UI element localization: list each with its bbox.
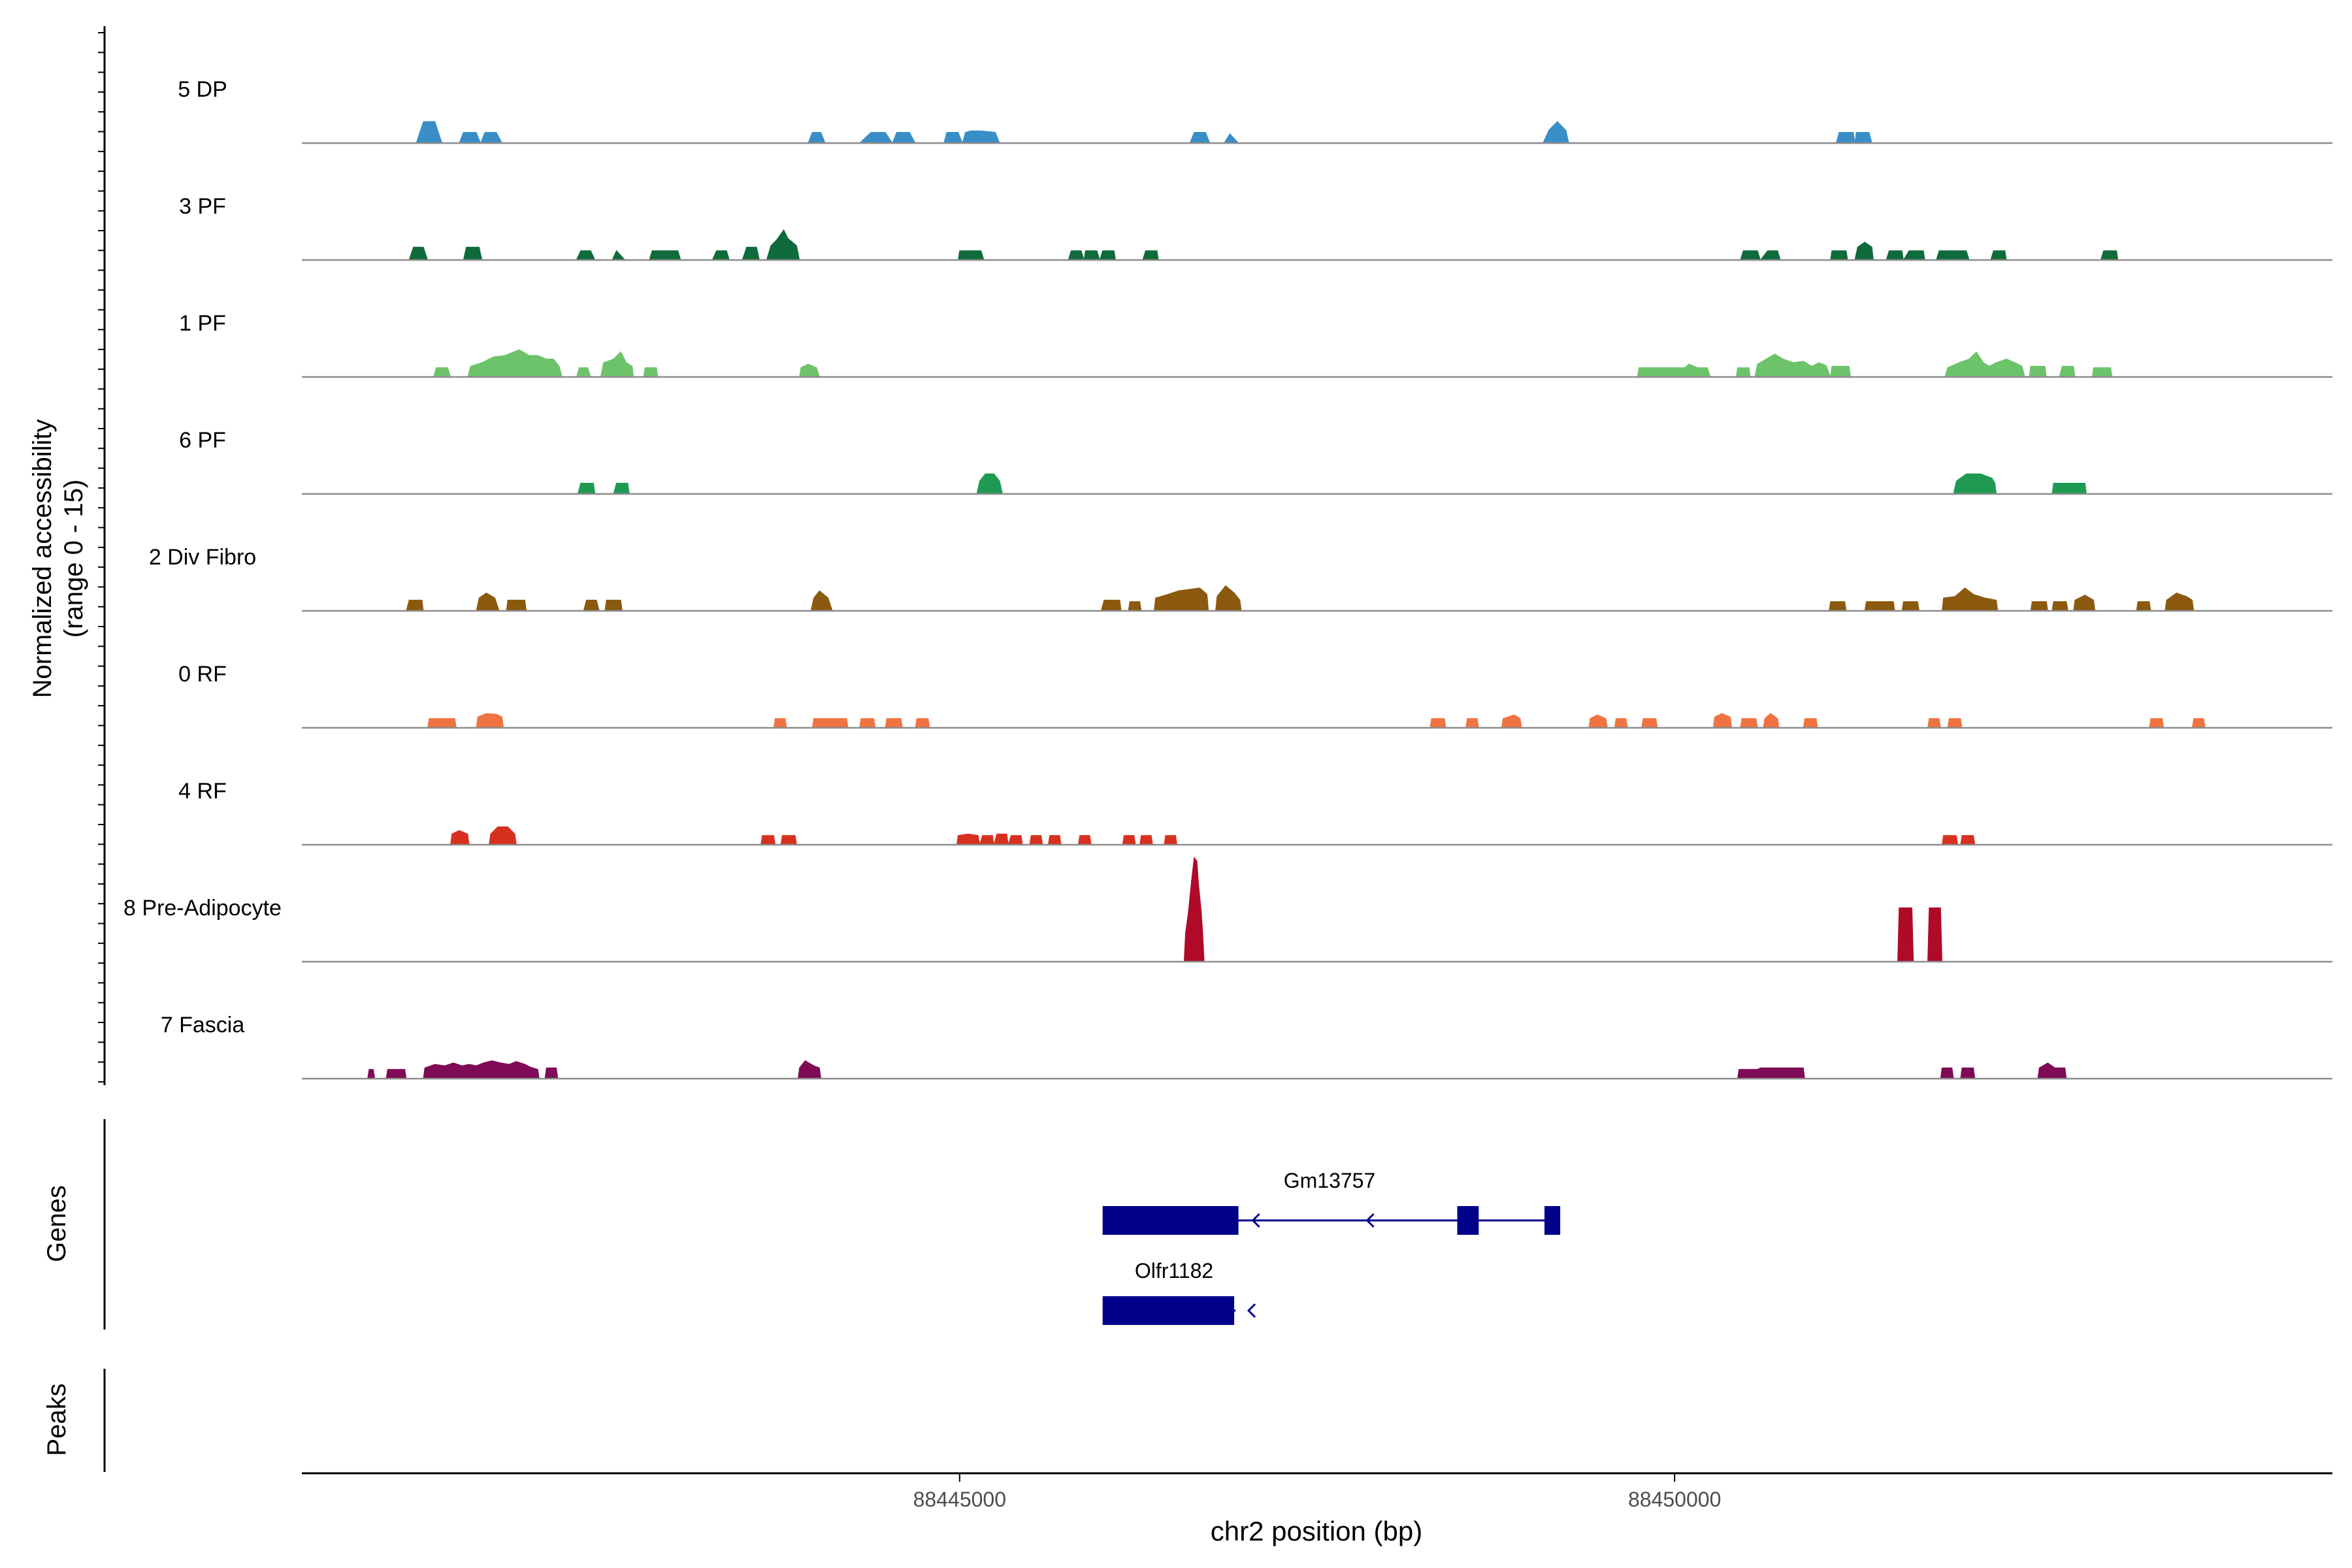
- track-5-dp: 5 DP: [178, 77, 2332, 144]
- track-label: 5 DP: [178, 77, 227, 102]
- strand-arrow: [1251, 1213, 1260, 1228]
- track-label: 4 RF: [178, 779, 227, 804]
- track-6-pf: 6 PF: [179, 428, 2332, 495]
- track-label: 6 PF: [179, 428, 226, 453]
- x-axis-label: chr2 position (bp): [1211, 1516, 1423, 1546]
- track-7-fascia: 7 Fascia: [161, 1013, 2332, 1080]
- gene-olfr1182: Olfr1182: [1102, 1259, 1256, 1325]
- coverage-area: [302, 713, 2332, 728]
- track-label: 1 PF: [179, 311, 226, 336]
- gene-exon: [1544, 1206, 1561, 1235]
- peaks-track-label: Peaks: [42, 1383, 71, 1456]
- track-3-pf: 3 PF: [179, 194, 2332, 261]
- gene-annotations: Gm13757 Olfr1182: [1102, 1169, 1561, 1325]
- gene-gm13757: Gm13757: [1102, 1169, 1561, 1235]
- coverage-area: [302, 1060, 2332, 1079]
- strand-arrow: [1365, 1213, 1375, 1228]
- track-label: 7 Fascia: [161, 1013, 245, 1037]
- gene-name-label: Gm13757: [1284, 1169, 1376, 1192]
- track-label: 3 PF: [179, 194, 226, 219]
- track-0-rf: 0 RF: [178, 662, 2332, 729]
- track-label: 8 Pre-Adipocyte: [123, 896, 282, 921]
- track-label: 2 Div Fibro: [149, 545, 256, 570]
- gene-exon: [1457, 1206, 1479, 1235]
- track-2-div-fibro: 2 Div Fibro: [149, 545, 2332, 612]
- gene-name-label: Olfr1182: [1135, 1259, 1213, 1282]
- coverage-y-axis: [98, 26, 106, 1085]
- track-8-pre-adipocyte: 8 Pre-Adipocyte: [123, 857, 2332, 963]
- strand-arrow: [1247, 1303, 1256, 1318]
- genes-track-label: Genes: [42, 1185, 71, 1262]
- coverage-tracks: 5 DP 3 PF 1 PF 6 PF 2 Div Fibro 0 RF 4 RF 8 Pre…: [123, 77, 2332, 1080]
- x-tick-label: 88445000: [913, 1488, 1006, 1511]
- coverage-y-axis-range-label: (range 0 - 15): [59, 480, 88, 638]
- coverage-area: [302, 349, 2332, 378]
- gene-exon: [1102, 1206, 1239, 1235]
- coverage-y-axis-label: Normalized accessibility: [28, 419, 57, 698]
- x-axis: 88445000 88450000: [302, 1472, 2332, 1511]
- track-4-rf: 4 RF: [178, 779, 2332, 846]
- track-label: 0 RF: [178, 662, 227, 687]
- track-1-pf: 1 PF: [179, 311, 2332, 378]
- x-tick-label: 88450000: [1628, 1488, 1721, 1511]
- gene-exon: [1102, 1296, 1235, 1325]
- coverage-area: [302, 585, 2332, 612]
